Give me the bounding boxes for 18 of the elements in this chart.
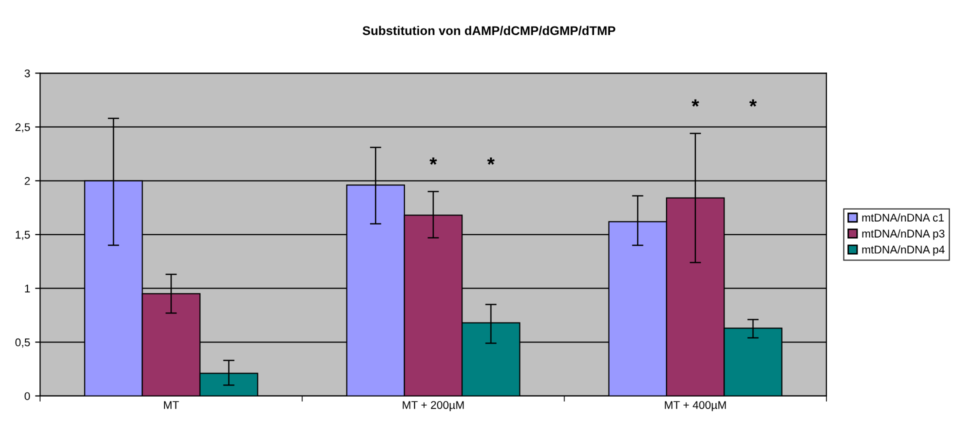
y-tick-label: 2 [24, 177, 30, 185]
y-tick-label: 3 [24, 69, 30, 78]
y-tick-label: 0,5 [15, 338, 30, 348]
x-tick-label: MT + 200µM [402, 401, 464, 412]
legend-label: mtDNA/nDNA p3 [862, 229, 944, 240]
y-tick-label: 1,5 [16, 230, 30, 240]
chart-title: Substitution von dAMP/dCMP/dGMP/dTMP [362, 26, 616, 36]
x-tick-label: MT [164, 401, 179, 409]
legend-label: mtDNA/nDNA p4 [862, 245, 945, 256]
annotation: * [487, 157, 495, 165]
y-tick-label: 1 [25, 284, 30, 292]
y-tick-label: 0 [24, 392, 30, 400]
y-tick-label: 2,5 [15, 123, 30, 132]
annotation: * [692, 99, 700, 107]
legend-label: mtDNA/nDNA c1 [862, 213, 944, 222]
x-tick-label: MT + 400µM [664, 401, 726, 412]
annotation: * [749, 99, 757, 107]
annotation: * [430, 157, 438, 165]
